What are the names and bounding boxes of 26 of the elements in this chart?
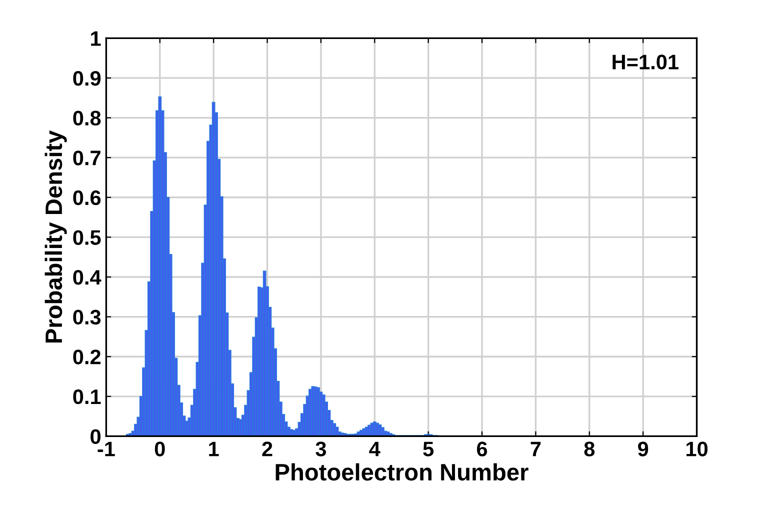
x-tick-label: 3: [316, 442, 326, 456]
x-tick-label: 0: [154, 442, 165, 456]
x-tick-label: 8: [584, 442, 595, 456]
x-axis-title: Photoelectron Number: [276, 463, 528, 481]
y-tick-label: 0.8: [73, 110, 101, 126]
y-tick-label: 0.6: [73, 190, 101, 206]
y-tick-label: 0.4: [73, 270, 102, 285]
x-tick-label: 10: [686, 442, 708, 456]
x-tick-label: 1: [209, 442, 219, 456]
x-tick-label: 9: [638, 442, 648, 456]
annotation: H=1.01: [612, 54, 678, 70]
x-tick-label: 7: [530, 442, 541, 456]
x-tick-label: 5: [423, 442, 434, 456]
y-tick-label: 0.9: [73, 70, 101, 86]
x-tick-label: 2: [262, 442, 272, 456]
y-tick-label: 0.3: [73, 310, 101, 325]
y-axis-title: Probability Density: [44, 130, 67, 343]
x-tick-label: 6: [476, 442, 488, 456]
x-tick-label: 4: [369, 442, 380, 456]
y-tick-label: 0.5: [73, 230, 101, 245]
y-tick-label: 0.1: [73, 389, 101, 404]
x-tick-label: -1: [98, 442, 115, 456]
y-tick-label: 0.2: [73, 350, 101, 364]
y-tick-label: 1: [91, 31, 101, 46]
y-tick-label: 0: [90, 429, 100, 444]
y-tick-label: 0.7: [73, 150, 100, 166]
